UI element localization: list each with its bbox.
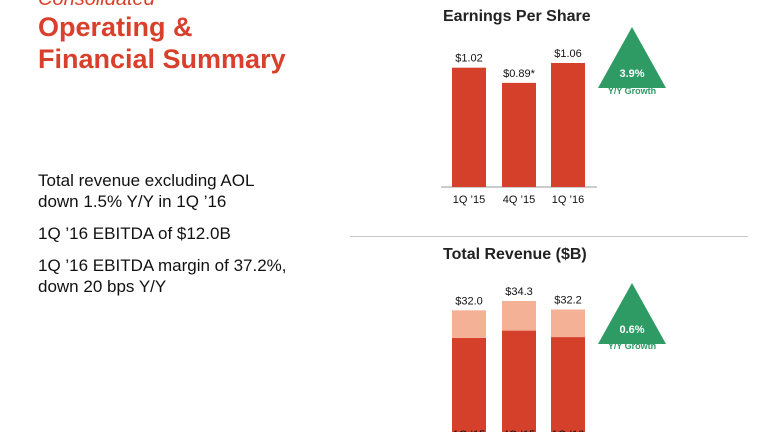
bullet-margin: 1Q ’16 EBITDA margin of 37.2%, down 20 b… — [38, 255, 338, 297]
title-block: Consolidated Operating & Financial Summa… — [38, 0, 358, 75]
eps-value-label: $1.02 — [455, 53, 483, 65]
summary-bullets: Total revenue excluding AOL down 1.5% Y/… — [38, 170, 338, 308]
revenue-bar-base — [551, 337, 585, 432]
eps-category-label: 1Q ’15 — [453, 194, 485, 206]
revenue-bar-top — [551, 309, 585, 338]
revenue-category-label: 4Q ’15 — [503, 429, 535, 432]
eps-value-label: $1.06 — [554, 48, 582, 60]
eps-bar — [502, 82, 536, 187]
title-eyebrow: Consolidated — [38, 0, 358, 11]
revenue-category-label: 1Q ’16 — [552, 429, 584, 432]
revenue-chart: $32.0 1Q ’15 $34.3 4Q ’15 $32.2 1Q ’16 — [452, 286, 585, 432]
revenue-growth-value: 0.6% — [619, 324, 644, 336]
revenue-bar-base — [452, 337, 486, 432]
eps-chart-title: Earnings Per Share — [443, 8, 591, 25]
eps-growth-label: Y/Y Growth — [607, 86, 657, 96]
revenue-value-label: $34.3 — [505, 286, 533, 298]
bullet-ebitda-line1: 1Q ’16 EBITDA of $12.0B — [38, 224, 231, 243]
revenue-bar-top — [502, 301, 536, 331]
eps-value-label: $0.89* — [503, 68, 536, 80]
revenue-value-label: $32.0 — [455, 295, 483, 307]
revenue-bar-top — [452, 310, 486, 338]
revenue-chart-title: Total Revenue ($B) — [443, 246, 587, 263]
section-divider — [350, 236, 748, 237]
eps-category-label: 1Q ’16 — [552, 194, 584, 206]
bullet-margin-line2: down 20 bps Y/Y — [38, 277, 167, 296]
title-line-1: Operating & — [38, 12, 193, 42]
eps-bar — [551, 63, 585, 187]
revenue-value-label: $32.2 — [554, 295, 582, 307]
eps-growth-value: 3.9% — [619, 68, 644, 80]
bullet-revenue: Total revenue excluding AOL down 1.5% Y/… — [38, 170, 338, 212]
revenue-category-label: 1Q ’15 — [453, 429, 485, 432]
revenue-bar-base — [502, 330, 536, 432]
eps-bar — [452, 67, 486, 187]
title-line-2: Financial Summary — [38, 44, 286, 74]
bullet-revenue-line2: down 1.5% Y/Y in 1Q ’16 — [38, 192, 227, 211]
eps-category-label: 4Q ’15 — [503, 194, 535, 206]
bullet-revenue-line1: Total revenue excluding AOL — [38, 171, 255, 190]
eps-chart: $1.02 1Q ’15 $0.89* 4Q ’15 $1.06 1Q ’16 — [441, 48, 597, 206]
bullet-margin-line1: 1Q ’16 EBITDA margin of 37.2%, — [38, 256, 287, 275]
revenue-growth-triangle-icon — [598, 283, 666, 344]
eps-growth-triangle-icon — [598, 27, 666, 88]
bullet-ebitda: 1Q ’16 EBITDA of $12.0B — [38, 223, 338, 244]
revenue-growth-label: Y/Y Growth — [607, 341, 657, 351]
